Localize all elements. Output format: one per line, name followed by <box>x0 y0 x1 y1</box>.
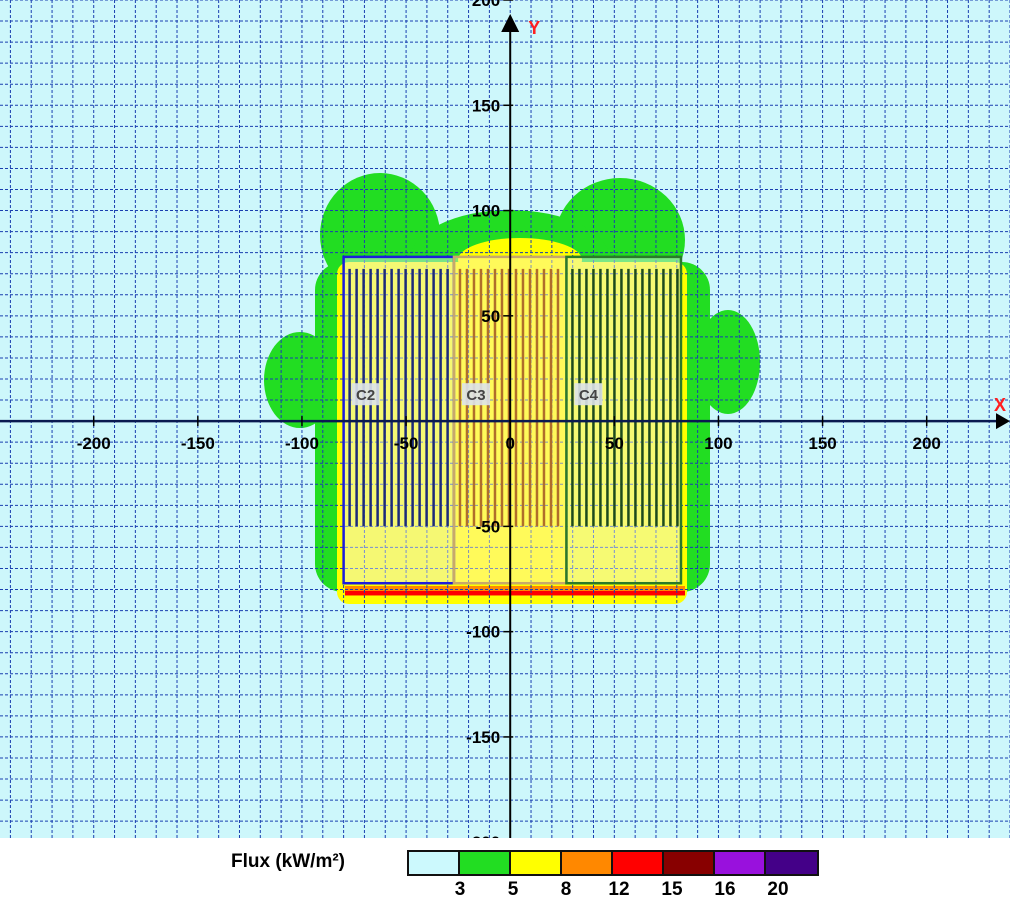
legend-swatch <box>409 852 460 874</box>
y-tick-label: 50 <box>481 307 500 326</box>
x-tick-label: 200 <box>913 434 941 453</box>
legend-tick-label: 5 <box>507 879 519 900</box>
legend-swatch <box>715 852 766 874</box>
zone-label-bg <box>461 383 490 406</box>
zone-label: C4 <box>579 387 599 404</box>
axes: XY <box>0 0 1010 838</box>
legend-tick-label: 20 <box>767 879 789 900</box>
y-tick-label: 200 <box>472 0 500 10</box>
flux-plot: C2 C3 C4 XY -200 -150 -100 -50 0 50 100 150 200200… <box>0 0 1010 838</box>
legend-tick-label: 3 <box>454 879 466 900</box>
x-tick-label: 150 <box>808 434 836 453</box>
x-axis-label: X <box>994 395 1006 415</box>
x-tick-label: -150 <box>181 434 215 453</box>
legend-swatch <box>664 852 715 874</box>
legend-tick-label: 15 <box>661 879 683 900</box>
legend-swatch <box>766 852 817 874</box>
y-tick-label: 100 <box>472 202 500 221</box>
x-tick-label: -100 <box>285 434 319 453</box>
flux-region-12-to-15 <box>345 591 685 595</box>
zone-label: C3 <box>466 387 485 404</box>
legend-swatch <box>460 852 511 874</box>
x-axis-arrow <box>996 413 1010 430</box>
zone-label: C2 <box>356 387 375 404</box>
x-tick-label: -200 <box>77 434 111 453</box>
x-tick-label: 0 <box>505 434 514 453</box>
x-tick-label: 50 <box>605 434 624 453</box>
legend-title: Flux (kW/m²) <box>231 851 345 872</box>
y-tick-label: -100 <box>466 623 500 642</box>
legend-tick-label: 12 <box>608 879 630 900</box>
y-axis-arrow <box>501 14 520 32</box>
x-tick-label: 100 <box>704 434 732 453</box>
legend-tick-label: 8 <box>560 879 572 900</box>
y-tick-label: -200 <box>466 833 500 838</box>
y-axis-label: Y <box>528 18 540 38</box>
legend-swatch <box>613 852 664 874</box>
zone-label-bg <box>351 383 380 406</box>
legend-swatch <box>511 852 562 874</box>
x-tick-label: -50 <box>394 434 419 453</box>
legend-tick-label: 16 <box>714 879 736 900</box>
y-tick-label: -50 <box>476 517 501 536</box>
legend-swatch <box>562 852 613 874</box>
tick-labels: -200 -150 -100 -50 0 50 100 150 200 200 150 100 50 -5… <box>77 0 941 838</box>
zone-label-bg <box>574 383 603 406</box>
y-tick-label: -150 <box>466 728 500 747</box>
legend-swatches <box>407 850 819 876</box>
y-tick-label: 150 <box>472 96 500 115</box>
flux-legend: Flux (kW/m²) 3 5 8 12 15 16 20 <box>0 838 1010 909</box>
